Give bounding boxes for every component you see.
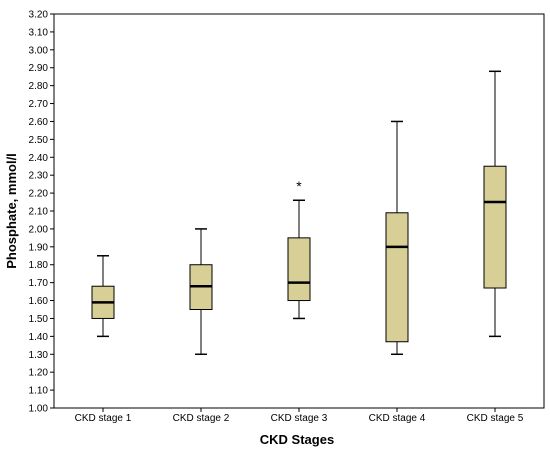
y-axis-title: Phosphate, mmol/l — [4, 153, 19, 269]
y-tick-label: 1.10 — [29, 386, 49, 397]
y-tick-label: 1.70 — [29, 278, 49, 289]
x-tick-label: CKD stage 1 — [75, 413, 132, 424]
box-2 — [189, 228, 213, 356]
x-tick-label: CKD stage 2 — [173, 413, 230, 424]
iqr-box — [385, 212, 409, 343]
iqr-box — [483, 165, 507, 289]
outlier-marker: * — [296, 178, 302, 194]
box-5 — [483, 70, 507, 338]
y-tick-label: 2.70 — [29, 99, 49, 110]
x-axis-title: CKD Stages — [260, 432, 334, 447]
y-tick-label: 2.60 — [29, 117, 49, 128]
x-axis: CKD stage 1 CKD stage 2 CKD stage 3 CKD sta… — [75, 408, 524, 424]
y-tick-label: 1.40 — [29, 332, 49, 343]
y-tick-label: 2.80 — [29, 81, 49, 92]
x-tick-label: CKD stage 3 — [271, 413, 328, 424]
y-tick-label: 3.20 — [29, 10, 49, 21]
y-tick-label: 1.90 — [29, 242, 49, 253]
box-4 — [385, 120, 409, 356]
boxes: * — [91, 70, 507, 356]
y-tick-label: 1.50 — [29, 314, 49, 325]
y-tick-label: 3.10 — [29, 27, 49, 38]
box-3: * — [287, 178, 311, 320]
y-tick-label: 2.90 — [29, 63, 49, 74]
x-tick-label: CKD stage 5 — [467, 413, 524, 424]
y-tick-label: 2.40 — [29, 153, 49, 164]
y-tick-label: 2.00 — [29, 224, 49, 235]
box-1 — [91, 255, 115, 338]
y-tick-label: 2.30 — [29, 171, 49, 182]
y-tick-label: 1.80 — [29, 260, 49, 271]
x-tick-label: CKD stage 4 — [369, 413, 426, 424]
y-tick-label: 2.50 — [29, 135, 49, 146]
y-tick-label: 1.20 — [29, 368, 49, 379]
y-tick-label: 1.60 — [29, 296, 49, 307]
y-tick-label: 2.10 — [29, 207, 49, 218]
iqr-box — [287, 237, 311, 302]
y-tick-label: 3.00 — [29, 45, 49, 56]
y-axis: 1.00 1.10 1.20 1.30 1.40 1.50 1.60 1.70 1.80 1.90… — [29, 10, 54, 415]
y-tick-label: 1.00 — [29, 404, 49, 415]
y-tick-label: 2.20 — [29, 189, 49, 200]
y-tick-label: 1.30 — [29, 350, 49, 361]
